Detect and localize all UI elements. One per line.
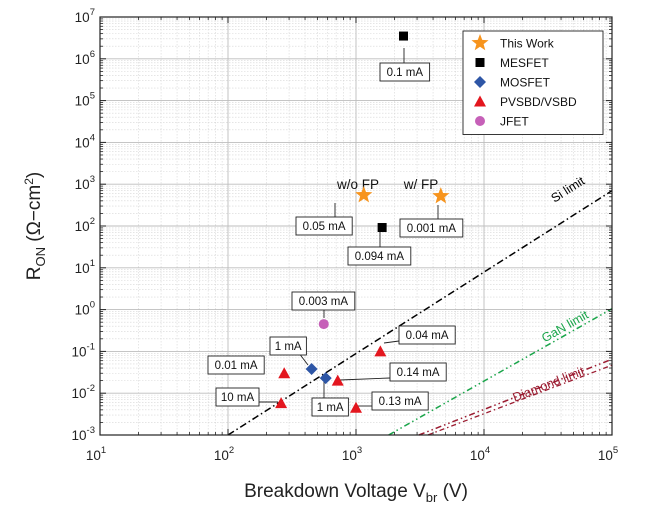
legend-label-mosfet: MOSFET	[500, 76, 551, 90]
axis-titles: Breakdown Voltage Vbr (V) RON (Ω−cm2)	[22, 172, 468, 505]
annotation-label: 0.13 mA	[379, 396, 422, 408]
legend-marker-mosfet	[474, 76, 486, 88]
y-tick-label: 105	[75, 91, 95, 109]
data-point-pvsbd-vsbd	[374, 345, 387, 357]
x-tick-label: 101	[86, 445, 106, 463]
annotation-box	[389, 362, 447, 382]
y-tick-label: 106	[75, 49, 95, 67]
data-point-mesfet	[398, 31, 408, 41]
annotation-label: 0.04 mA	[406, 330, 449, 342]
legend-label-this-work: This Work	[500, 37, 555, 51]
annotation-leader	[300, 354, 309, 366]
diamond-limit-line	[418, 358, 613, 436]
y-tick-label: 10-1	[72, 341, 95, 359]
x-tick-label: 102	[214, 445, 234, 463]
data-point-pvsbd-vsbd	[278, 367, 291, 379]
y-tick-label: 102	[75, 216, 95, 234]
annotation-label: 0.003 mA	[299, 296, 349, 308]
y-tick-label: 104	[75, 132, 95, 150]
y-tick-label: 10-2	[72, 383, 95, 401]
data-point-mosfet	[319, 372, 332, 385]
annotation-label: 1 mA	[275, 341, 302, 353]
annotation-label: 0.1 mA	[387, 67, 424, 79]
data-point-this-work	[355, 186, 373, 203]
x-tick-label: 105	[598, 445, 618, 463]
limit-label: Diamond limit	[511, 364, 587, 405]
data-point-mesfet	[377, 223, 387, 233]
annotation-box	[291, 291, 356, 311]
diamond-limit-line-secondary	[427, 364, 613, 436]
legend-box	[462, 30, 604, 135]
y-tick-label: 101	[75, 258, 95, 276]
y-tick-label: 10-3	[72, 425, 95, 443]
y-tick-label: 100	[75, 300, 95, 318]
annotation-leader	[383, 340, 400, 344]
axis-ticks: 101 102 103 104 105 10-3 10-2 10-1 100 101 102 103 1…	[72, 7, 619, 463]
data-point-pvsbd-vsbd	[350, 401, 362, 413]
annotation-label: 0.094 mA	[355, 251, 405, 263]
annotation-box	[398, 325, 456, 345]
legend-label-pvsbd-vsbd: PVSBD/VSBD	[500, 95, 577, 109]
annotation-box	[269, 336, 307, 356]
legend-marker-pvsbd-vsbd	[474, 95, 486, 107]
annotation-leader	[339, 377, 391, 381]
annotation-label: 0.01 mA	[215, 360, 258, 372]
annotation-box	[371, 391, 429, 411]
annotation-label: 1 mA	[317, 402, 344, 414]
annotation-label: 0.05 mA	[303, 221, 346, 233]
point-label: w/o FP	[336, 177, 379, 192]
annotation-label: 0.001 mA	[407, 223, 457, 235]
annotation-box	[215, 387, 260, 407]
si-limit-line	[227, 190, 613, 436]
point-label: w/ FP	[403, 177, 439, 192]
annotation-label: 0.14 mA	[397, 367, 440, 379]
annotation-label: 10 mA	[221, 392, 255, 404]
data-point-jfet	[318, 319, 329, 330]
data-point-mosfet	[305, 362, 318, 375]
gan-limit-line	[388, 308, 613, 436]
annotation-box	[379, 62, 431, 82]
x-tick-label: 103	[342, 445, 362, 463]
data-point-pvsbd-vsbd	[331, 374, 344, 386]
x-axis-title: Breakdown Voltage Vbr (V)	[244, 481, 468, 505]
y-axis-title: RON (Ω−cm2)	[22, 172, 48, 280]
annotation-box	[347, 246, 412, 266]
legend: This Work MESFET MOSFET PVSBD/VSBD JFET	[462, 30, 604, 135]
legend-label-mesfet: MESFET	[500, 56, 549, 70]
legend-marker-jfet	[475, 116, 485, 126]
annotation-box	[207, 355, 265, 375]
legend-marker-this-work	[471, 34, 489, 51]
annotations: 0.1 mA 0.094 mA 0.05 mA 0.001 mA 0.003 mA 0.0…	[207, 48, 464, 417]
data-point-this-work	[432, 187, 450, 204]
annotation-box	[295, 216, 353, 236]
y-tick-label: 107	[75, 7, 95, 25]
legend-label-jfet: JFET	[500, 115, 529, 129]
y-tick-label: 103	[75, 174, 95, 192]
x-tick-label: 104	[470, 445, 490, 463]
annotation-box	[399, 218, 464, 238]
data-points	[275, 31, 450, 413]
legend-marker-mesfet	[475, 58, 485, 67]
data-point-pvsbd-vsbd	[275, 397, 288, 409]
annotation-box	[311, 397, 349, 417]
